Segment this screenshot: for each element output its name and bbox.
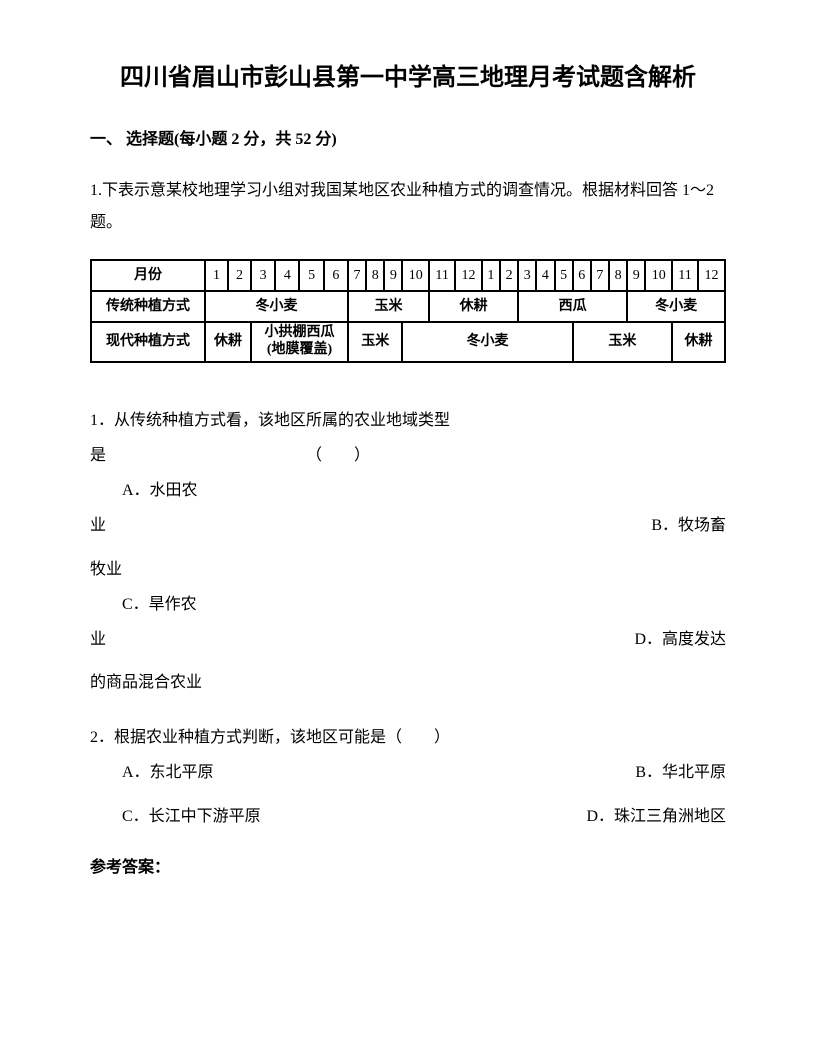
crop-cell: 冬小麦 xyxy=(205,291,348,322)
question-2: 2．根据农业种植方式判断，该地区可能是（ ） A．东北平原 B．华北平原 C．长… xyxy=(90,720,726,834)
month-cell: 2 xyxy=(500,260,518,291)
month-cell: 8 xyxy=(366,260,384,291)
month-cell: 10 xyxy=(645,260,672,291)
month-cell: 7 xyxy=(591,260,609,291)
q1-optB-part2: 牧业 xyxy=(90,552,726,587)
month-cell: 8 xyxy=(609,260,627,291)
q1-text-line1: 1．从传统种植方式看，该地区所属的农业地域类型 xyxy=(90,403,726,438)
crop-sub-top: 小拱棚西瓜 xyxy=(256,325,343,342)
q1-optD-part1: D．高度发达 xyxy=(634,622,726,657)
table-modern-row: 现代种植方式 休耕 小拱棚西瓜 (地膜覆盖) 玉米 冬小麦 玉米 休耕 xyxy=(91,322,725,362)
crop-cell: 冬小麦 xyxy=(402,322,572,362)
document-title: 四川省眉山市彭山县第一中学高三地理月考试题含解析 xyxy=(90,60,726,96)
planting-table: 月份 1 2 3 4 5 6 7 8 9 10 11 12 1 2 3 4 5 … xyxy=(90,259,726,363)
month-cell: 9 xyxy=(627,260,645,291)
month-cell: 10 xyxy=(402,260,429,291)
row-label: 传统种植方式 xyxy=(91,291,205,322)
q1-optB-part1: B．牧场畜 xyxy=(651,508,726,543)
month-cell: 9 xyxy=(384,260,402,291)
month-cell: 3 xyxy=(251,260,275,291)
q1-text-line2: 是 （ ） xyxy=(90,438,726,473)
month-cell: 1 xyxy=(482,260,500,291)
month-cell: 4 xyxy=(536,260,554,291)
table-header-row: 月份 1 2 3 4 5 6 7 8 9 10 11 12 1 2 3 4 5 … xyxy=(91,260,725,291)
month-cell: 2 xyxy=(228,260,251,291)
month-cell: 1 xyxy=(205,260,228,291)
month-cell: 3 xyxy=(518,260,536,291)
crop-cell: 西瓜 xyxy=(518,291,627,322)
month-header: 月份 xyxy=(91,260,205,291)
month-cell: 12 xyxy=(455,260,482,291)
crop-cell: 玉米 xyxy=(573,322,672,362)
month-cell: 7 xyxy=(348,260,366,291)
answer-label: 参考答案： xyxy=(90,854,726,883)
q2-optB: B．华北平原 xyxy=(635,755,726,790)
month-cell: 5 xyxy=(299,260,323,291)
month-cell: 11 xyxy=(429,260,455,291)
month-cell: 11 xyxy=(672,260,698,291)
q1-paren: （ ） xyxy=(306,447,370,464)
crop-cell: 冬小麦 xyxy=(627,291,725,322)
crop-cell: 小拱棚西瓜 (地膜覆盖) xyxy=(251,322,348,362)
q2-optD: D．珠江三角洲地区 xyxy=(586,799,726,834)
q1-optD-part2: 的商品混合农业 xyxy=(90,665,726,700)
table-traditional-row: 传统种植方式 冬小麦 玉米 休耕 西瓜 冬小麦 xyxy=(91,291,725,322)
q1-optA-part1: A．水田农 xyxy=(90,473,726,508)
crop-cell: 休耕 xyxy=(205,322,251,362)
q1-text-stem: 是 xyxy=(90,447,106,464)
question-intro: 1.下表示意某校地理学习小组对我国某地区农业种植方式的调查情况。根据材料回答 1… xyxy=(90,175,726,239)
crop-cell: 休耕 xyxy=(429,291,518,322)
question-1: 1．从传统种植方式看，该地区所属的农业地域类型 是 （ ） A．水田农 业 B．牧… xyxy=(90,403,726,701)
q1-optC-part2: 业 xyxy=(90,622,106,657)
crop-cell: 休耕 xyxy=(672,322,725,362)
month-cell: 5 xyxy=(555,260,573,291)
month-cell: 6 xyxy=(324,260,348,291)
q1-optA-part2: 业 xyxy=(90,508,106,543)
month-cell: 12 xyxy=(698,260,725,291)
section-header: 一、 选择题(每小题 2 分，共 52 分) xyxy=(90,126,726,155)
row-label: 现代种植方式 xyxy=(91,322,205,362)
month-cell: 4 xyxy=(275,260,299,291)
crop-cell: 玉米 xyxy=(348,291,429,322)
month-cell: 6 xyxy=(573,260,591,291)
crop-sub-bottom: (地膜覆盖) xyxy=(256,342,343,359)
q1-optC-part1: C．旱作农 xyxy=(90,587,726,622)
crop-cell: 玉米 xyxy=(348,322,403,362)
q2-text: 2．根据农业种植方式判断，该地区可能是（ ） xyxy=(90,720,726,755)
q2-optC: C．长江中下游平原 xyxy=(90,799,261,834)
q2-optA: A．东北平原 xyxy=(90,755,214,790)
